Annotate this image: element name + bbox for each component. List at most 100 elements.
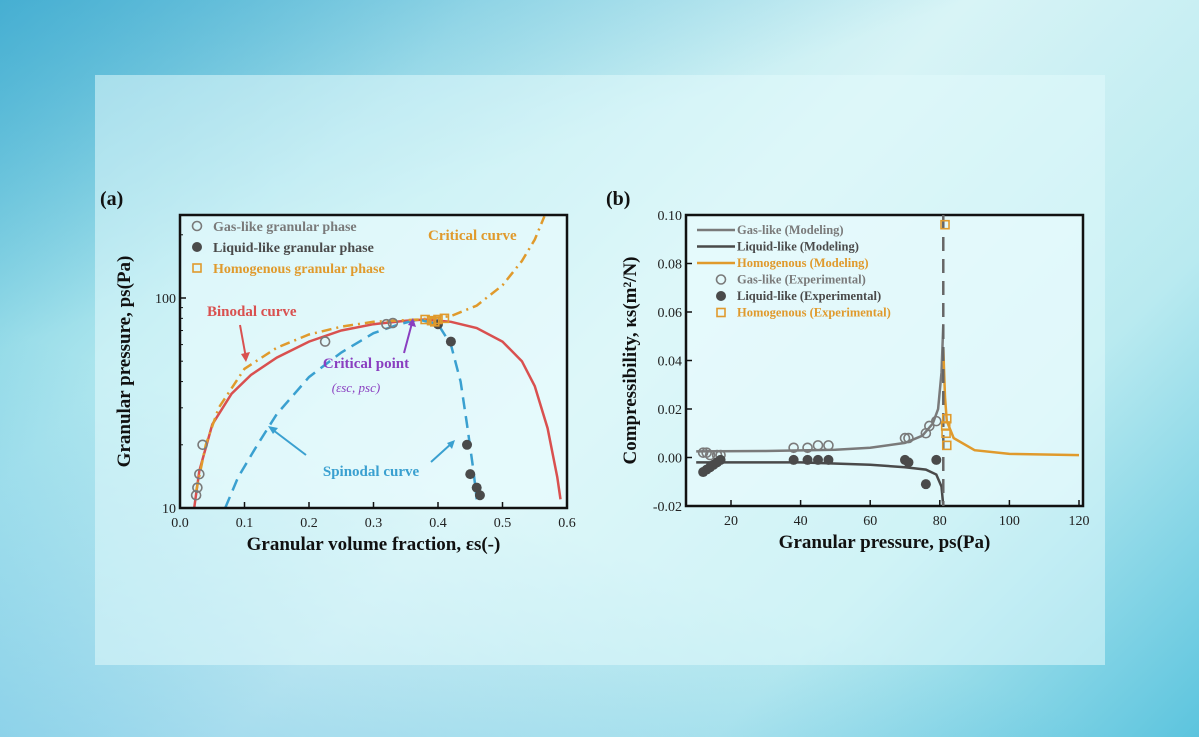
a-x-tick-label: 0.4	[429, 516, 447, 531]
a-x-tick-label: 0.1	[236, 516, 254, 531]
gas-like-experimental-point	[788, 442, 799, 454]
homogenous-granular-phasepoint	[420, 314, 430, 325]
legend-entry: Liquid-like (Modeling)	[737, 240, 859, 254]
liquid-like-experimental-point	[920, 479, 931, 490]
b-x-axis-label: Granular pressure, ps(Pa)	[779, 532, 991, 553]
a-y-tick-label: 10	[162, 502, 176, 517]
legend-marker	[716, 307, 726, 318]
a-series	[192, 215, 562, 508]
homogenous-experimental-point	[940, 219, 950, 230]
b-y-tick-label: 0.04	[658, 355, 683, 370]
critical-point-coords: (εsc, psc)	[332, 380, 380, 395]
liquid-like-granular-phasepoint	[471, 482, 482, 493]
b-y-axis-label: Compressibility, κs(m²/N)	[620, 256, 641, 464]
b-y-tick-label: -0.02	[653, 500, 682, 515]
b-x-tick-label: 100	[999, 514, 1020, 529]
b-panel	[684, 213, 1085, 508]
spinodal-arrow-left	[272, 429, 307, 456]
liquid-like-experimental-point	[823, 454, 834, 465]
spinodal-arrow-right	[430, 442, 453, 463]
binodal-curveline	[192, 318, 562, 508]
gas-like-modeling-line	[696, 324, 945, 453]
legend-entry: Gas-like (Experimental)	[737, 273, 866, 287]
gas-like-granular-phasepoint	[387, 317, 399, 329]
gas-like-granular-phasepoint	[381, 318, 392, 330]
b-panel-label: (b)	[606, 188, 630, 210]
b-x-tick-label: 40	[794, 514, 808, 529]
a-y-axis-label: Granular pressure, ps(Pa)	[114, 256, 135, 468]
gas-like-granular-phasepoint	[190, 489, 202, 501]
legend-entry: Gas-like granular phase	[213, 220, 357, 235]
spinodal-curve-label: Spinodal curve	[323, 464, 420, 480]
gas-like-experimental-point	[931, 415, 942, 427]
b-x-tick-label: 80	[933, 514, 947, 529]
legend-entry: Homogenous granular phase	[213, 262, 385, 277]
a-panel	[178, 213, 569, 510]
spinodal-arrowhead-left	[268, 426, 278, 434]
gas-like-experimental-point	[899, 432, 911, 444]
liquid-like-granular-phasepoint	[465, 469, 476, 480]
b-y-tick-label: 0.10	[658, 209, 683, 224]
legend-marker	[191, 220, 203, 232]
a-x-tick-label: 0.6	[558, 516, 576, 531]
a-y-tick-label: 100	[155, 292, 176, 307]
legend-entry: Liquid-like granular phase	[213, 241, 374, 256]
homogenous-modeling-line	[942, 348, 1080, 457]
binodal-arrowhead	[241, 352, 250, 362]
homogenous-experimental-point	[941, 428, 951, 439]
liquid-like-experimental-point	[931, 454, 942, 465]
liquid-like-granular-phasepoint	[445, 336, 456, 347]
liquid-like-granular-phasepoint	[462, 439, 473, 450]
gas-like-experimental-point	[903, 432, 914, 444]
legend-entry: Homogenous (Experimental)	[737, 306, 891, 320]
gas-like-experimental-point	[704, 449, 716, 461]
binodal-curve-label: Binodal curve	[207, 304, 297, 320]
gas-like-experimental-point	[924, 420, 935, 432]
homogenous-granular-phasepoint	[433, 314, 443, 325]
critical-point-label: Critical point	[323, 356, 409, 372]
liquid-like-granular-phasepoint	[474, 490, 485, 501]
gas-like-granular-phasepoint	[192, 482, 203, 493]
b-series	[696, 324, 1080, 506]
spinodal-arrowhead-right	[447, 440, 455, 449]
legend-marker	[716, 291, 726, 301]
gas-like-experimental-point	[812, 440, 824, 451]
a-x-tick-label: 0.3	[365, 516, 383, 531]
gas-like-experimental-point	[802, 442, 813, 454]
a-x-tick-label: 0.5	[494, 516, 512, 531]
liquid-like-experimental-point	[788, 454, 799, 465]
legend-marker	[192, 263, 202, 273]
b-y-tick-label: 0.00	[658, 452, 683, 467]
legend-marker	[715, 274, 727, 285]
gas-like-experimental-point	[823, 440, 834, 451]
liquid-like-experimental-point	[813, 454, 823, 465]
a-panel-label: (a)	[100, 188, 123, 210]
legend-entry: Homogenous (Modeling)	[737, 256, 869, 270]
liquid-like-modeling-line	[696, 461, 945, 506]
b-x-tick-label: 120	[1069, 514, 1090, 529]
gas-like-granular-phasepoint	[197, 439, 208, 451]
spinodal-curveline	[224, 318, 478, 508]
b-y-tick-label: 0.02	[658, 403, 683, 418]
liquid-like-experimental-point	[715, 454, 726, 465]
critical-curve-label: Critical curve	[428, 228, 517, 244]
a-x-tick-label: 0.2	[300, 516, 318, 531]
gas-like-granular-phasepoint	[194, 468, 205, 480]
a-x-tick-label: 0.0	[171, 516, 189, 531]
legend-marker	[192, 242, 202, 252]
binodal-arrow	[239, 324, 247, 359]
gas-like-experimental-point	[697, 447, 709, 458]
legend-entry: Liquid-like (Experimental)	[737, 289, 881, 303]
b-x-tick-label: 20	[724, 514, 738, 529]
critical-curveline	[194, 215, 546, 492]
a-x-axis-label: Granular volume fraction, εs(-)	[247, 534, 501, 555]
b-y-tick-label: 0.08	[658, 258, 683, 273]
legend-entry: Gas-like (Modeling)	[737, 223, 844, 237]
a-plot-area	[180, 215, 567, 508]
critical-point-arrow	[403, 322, 413, 354]
liquid-like-experimental-point	[903, 457, 914, 468]
liquid-like-experimental-point	[802, 454, 813, 465]
b-plot-area	[686, 215, 1083, 506]
homogenous-granular-phasepoint	[439, 313, 450, 324]
